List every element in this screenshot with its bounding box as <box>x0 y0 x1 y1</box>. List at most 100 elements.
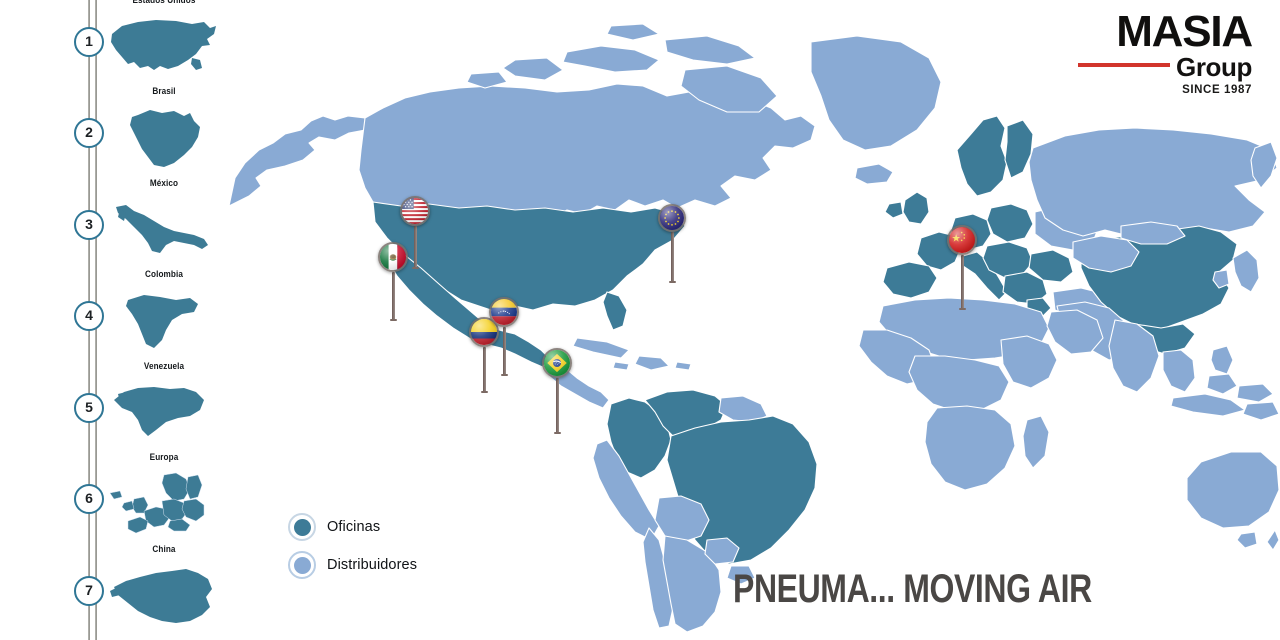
timeline-label-colombia: Colombia <box>145 269 183 281</box>
timeline-item-mexico[interactable]: México 3 <box>0 178 225 274</box>
region-cuba <box>572 337 630 359</box>
region-alaska <box>228 115 366 207</box>
timeline-number-7[interactable]: 7 <box>74 575 104 606</box>
region-puerto-rico <box>674 361 692 371</box>
region-ireland <box>884 201 904 219</box>
country-shape-brazil-icon <box>104 98 224 178</box>
region-baffin <box>680 65 778 113</box>
timeline-item-brazil[interactable]: Brasil 2 <box>0 86 225 182</box>
timeline-number-6[interactable]: 6 <box>74 484 104 515</box>
timeline-label-mexico: México <box>149 177 179 189</box>
country-shape-mexico-icon <box>104 190 224 270</box>
pin-stick <box>958 255 966 310</box>
region-colombia <box>606 397 672 479</box>
region-peru-ecuador <box>592 439 660 541</box>
pin-stick <box>668 232 676 283</box>
region-indonesia-b <box>1236 383 1274 403</box>
region-southern-africa <box>924 405 1016 491</box>
brand-logo: MASIA Group SINCE 1987 <box>1052 7 1253 97</box>
country-shape-china-icon <box>104 556 224 636</box>
timeline-item-colombia[interactable]: Colombia 4 <box>0 269 225 365</box>
region-borneo <box>1206 373 1238 395</box>
region-iceland <box>854 163 894 185</box>
timeline-label-venezuela: Venezuela <box>143 360 185 372</box>
timeline-item-europe[interactable]: Europa 6 <box>0 452 225 548</box>
world-map-svg: .l { fill:#89aad4; stroke:#ffffff; strok… <box>228 23 1280 633</box>
region-russia <box>1028 127 1278 237</box>
region-arctic-islands-a <box>562 45 660 73</box>
region-mongolia <box>1120 221 1186 245</box>
region-uruguay <box>726 565 756 585</box>
region-finland <box>1004 119 1034 179</box>
brand-group-row: Group <box>1052 54 1252 80</box>
world-map: .l { fill:#89aad4; stroke:#ffffff; strok… <box>215 0 1280 640</box>
region-japan <box>1232 249 1260 293</box>
region-bolivia <box>654 495 710 543</box>
region-madagascar <box>1022 415 1050 469</box>
flag-us-icon[interactable] <box>400 196 430 226</box>
legend-item-oficinas: Oficinas <box>288 508 417 546</box>
country-shape-colombia-icon <box>104 281 224 361</box>
region-tasmania <box>1236 531 1258 549</box>
region-australia <box>1186 451 1280 529</box>
timeline-item-united-states[interactable]: Estados Unidos 1 <box>0 0 225 91</box>
timeline-number-2[interactable]: 2 <box>74 118 104 149</box>
region-poland-baltics <box>986 203 1034 243</box>
region-indonesia-a <box>1170 393 1246 417</box>
legend-label-distribuidores: Distribuidores <box>327 557 418 573</box>
region-scandinavia <box>956 115 1008 197</box>
region-central-africa <box>908 355 1010 413</box>
region-us-florida <box>602 291 628 331</box>
brand-accent-bar <box>1078 62 1170 67</box>
region-arctic-small-a <box>606 23 660 41</box>
region-kazakhstan <box>1072 235 1140 273</box>
region-arctic-islands-c <box>502 57 564 81</box>
region-india <box>1108 319 1160 393</box>
brand-since: SINCE 1987 <box>1182 84 1252 97</box>
timeline-label-united-states: Estados Unidos <box>132 0 196 6</box>
region-kamchatka <box>1250 141 1278 189</box>
region-spain-portugal <box>882 261 938 299</box>
region-jamaica <box>612 361 630 371</box>
country-shape-venezuela-icon <box>104 373 224 453</box>
region-romania-bulgaria <box>1028 249 1074 283</box>
region-new-guinea <box>1242 401 1280 421</box>
timeline-number-4[interactable]: 4 <box>74 301 104 332</box>
flag-ve-icon[interactable] <box>489 297 519 327</box>
timeline-label-china: China <box>152 543 176 555</box>
timeline-number-5[interactable]: 5 <box>74 392 104 423</box>
timeline-item-china[interactable]: China 7 <box>0 544 225 640</box>
region-paraguay <box>704 537 740 565</box>
region-arabia <box>1046 309 1104 355</box>
region-philippines <box>1210 345 1234 375</box>
pin-stick <box>553 378 561 434</box>
pin-stick <box>500 327 508 376</box>
country-shape-europe-icon <box>104 464 224 544</box>
pin-stick <box>480 347 488 393</box>
region-korea <box>1212 269 1230 289</box>
pin-stick <box>411 226 419 269</box>
timeline-label-europe: Europa <box>149 452 179 464</box>
timeline-label-brazil: Brasil <box>152 86 176 98</box>
region-hispaniola <box>634 355 670 371</box>
brand-group-word: Group <box>1176 52 1252 83</box>
legend-label-oficinas: Oficinas <box>327 519 381 535</box>
timeline-number-1[interactable]: 1 <box>74 27 104 57</box>
timeline-number-3[interactable]: 3 <box>74 209 104 240</box>
region-east-africa <box>1000 335 1058 389</box>
flag-cn-icon[interactable] <box>947 225 977 255</box>
brand-name: MASIA <box>1116 7 1253 56</box>
region-new-zealand-n <box>1266 529 1280 551</box>
country-timeline-sidebar: Estados Unidos 1 Brasil 2 México 3 Colombia 4 Ve… <box>0 0 225 640</box>
timeline-item-venezuela[interactable]: Venezuela 5 <box>0 361 225 457</box>
flag-br-icon[interactable] <box>542 348 572 378</box>
region-arctic-small-b <box>466 71 508 89</box>
country-shape-united-states-icon <box>104 7 224 87</box>
legend-dot-oficinas-icon <box>288 513 316 541</box>
flag-eu-icon[interactable] <box>658 204 686 232</box>
flag-mx-icon[interactable] <box>378 242 408 272</box>
region-arctic-islands-b <box>664 35 756 65</box>
legend-item-distribuidores: Distribuidores <box>288 546 417 584</box>
pin-stick <box>389 272 397 321</box>
